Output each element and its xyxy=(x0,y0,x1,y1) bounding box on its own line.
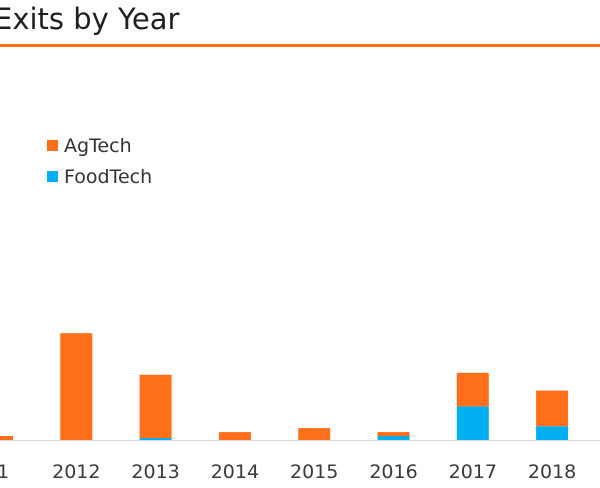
x-tick-label-2011: 11 xyxy=(0,461,9,483)
x-tick-label-2016: 2016 xyxy=(369,461,417,483)
bar-foodtech-2017 xyxy=(456,406,489,440)
bar-agtech-2017 xyxy=(456,372,489,407)
bar-agtech-2015 xyxy=(298,428,331,440)
bar-foodtech-2013 xyxy=(139,438,172,440)
x-tick-label-2014: 2014 xyxy=(211,461,259,483)
legend: AgTech FoodTech xyxy=(47,130,152,192)
bar-agtech-2016 xyxy=(377,432,410,437)
x-tick-label-2015: 2015 xyxy=(290,461,338,483)
legend-label-foodtech: FoodTech xyxy=(64,165,153,188)
chart-title: Exits by Year xyxy=(0,2,180,36)
bar-foodtech-2018 xyxy=(536,426,569,440)
bar-agtech-2013 xyxy=(139,374,172,439)
legend-item-agtech: AgTech xyxy=(47,130,152,161)
bar-foodtech-2016 xyxy=(377,436,410,440)
x-tick-label-2018: 2018 xyxy=(528,461,576,483)
x-tick-label-2017: 2017 xyxy=(449,461,497,483)
bar-agtech-2014 xyxy=(218,432,251,440)
legend-swatch-foodtech xyxy=(47,171,58,182)
legend-swatch-agtech xyxy=(47,140,58,151)
title-underline xyxy=(0,44,600,47)
x-tick-label-2013: 2013 xyxy=(131,461,179,483)
legend-label-agtech: AgTech xyxy=(64,134,132,157)
bar-agtech-2018 xyxy=(536,390,569,427)
bar-agtech-2011 xyxy=(0,436,13,440)
bar-agtech-2012 xyxy=(60,333,93,440)
legend-item-foodtech: FoodTech xyxy=(47,161,152,192)
x-tick-label-2012: 2012 xyxy=(52,461,100,483)
